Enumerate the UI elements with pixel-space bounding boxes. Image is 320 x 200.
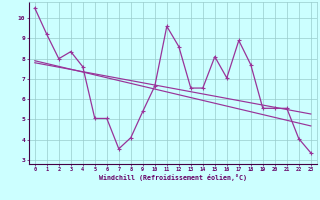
X-axis label: Windchill (Refroidissement éolien,°C): Windchill (Refroidissement éolien,°C) [99, 174, 247, 181]
